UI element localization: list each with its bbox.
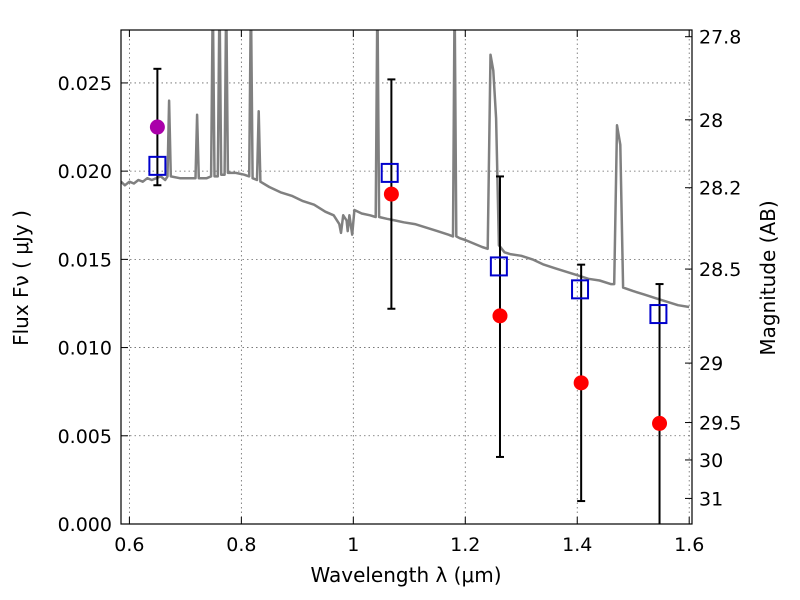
y-tick-label: 0.005 — [58, 426, 112, 448]
model-photometry-square — [649, 304, 668, 325]
axes: 0.6 0.8 1 1.2 1.4 1.6 0.000 0.005 0.010 0.015 0.02… — [58, 27, 742, 556]
y-axis-label-left: Flux Fν ( μJy ) — [9, 210, 33, 346]
y-tick-label: 0.015 — [58, 249, 112, 271]
right-tick-label: 28.2 — [699, 178, 741, 200]
x-tick-label: 1.4 — [562, 534, 592, 556]
y-axis-label-right: Magnitude (AB) — [756, 200, 780, 355]
x-tick-label: 1 — [347, 534, 359, 556]
model-photometry-square — [571, 279, 590, 300]
model-photometry-square — [380, 162, 399, 183]
y-tick-label: 0.000 — [58, 514, 112, 536]
right-tick-label: 29 — [699, 353, 723, 375]
model-spectrum-line — [121, 30, 690, 309]
plot-data — [121, 30, 690, 524]
grid — [121, 30, 692, 525]
y-tick-label: 0.025 — [58, 73, 112, 95]
x-tick-label: 1.6 — [674, 534, 704, 556]
model-photometry-square — [148, 155, 167, 176]
x-tick-label: 0.8 — [226, 534, 256, 556]
right-tick-label: 28.5 — [699, 259, 741, 281]
y-tick-label: 0.020 — [58, 161, 112, 183]
right-tick-label: 31 — [699, 488, 723, 510]
measured-flux-point — [383, 186, 399, 202]
measured-flux-point — [149, 119, 165, 135]
right-tick-label: 28 — [699, 110, 723, 132]
measured-flux-point — [492, 308, 508, 324]
right-tick-label: 30 — [699, 450, 723, 472]
x-tick-label: 0.6 — [114, 534, 144, 556]
measured-flux-point — [573, 375, 589, 391]
x-axis-label: Wavelength λ (μm) — [310, 563, 501, 587]
right-tick-label: 29.5 — [699, 413, 741, 435]
measured-flux-point — [652, 415, 668, 431]
x-tick-label: 1.2 — [450, 534, 480, 556]
y-tick-label: 0.010 — [58, 338, 112, 360]
plot-frame — [120, 29, 693, 525]
right-tick-label: 27.8 — [699, 27, 741, 49]
model-photometry-square — [489, 256, 508, 277]
